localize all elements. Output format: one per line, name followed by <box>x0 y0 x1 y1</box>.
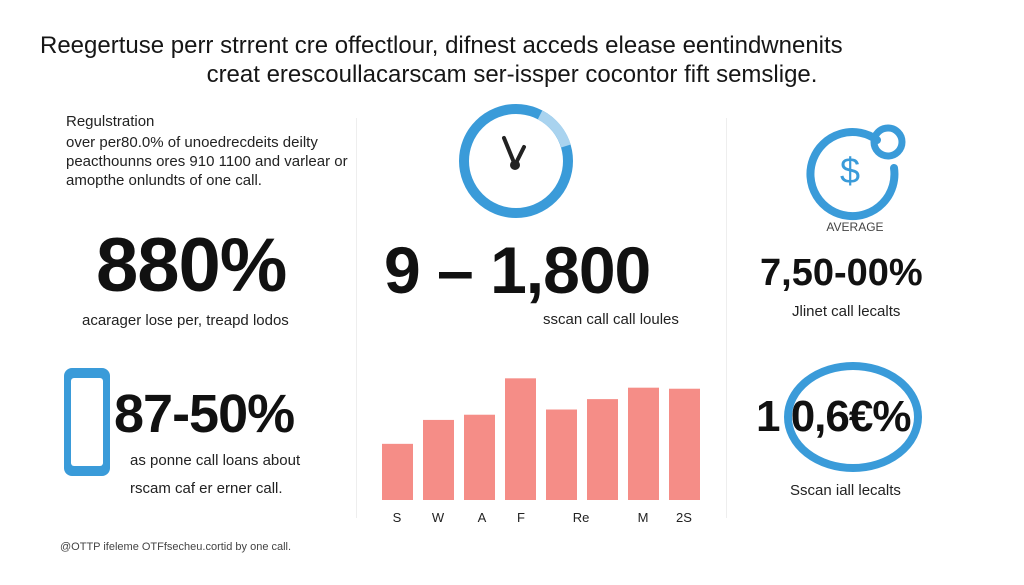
ring-icon <box>784 362 922 472</box>
stat-caption-5: Sscan iall lecalts <box>790 482 901 499</box>
registration-heading: Regulstration <box>66 113 155 130</box>
bar-7 <box>628 387 659 500</box>
clock-icon <box>459 104 573 218</box>
column-divider-right <box>726 118 727 518</box>
footer-note: @OTTP ifeleme OTFfsecheu.cortid by one c… <box>60 541 292 553</box>
phone-icon <box>64 368 110 476</box>
x-tick-label: S <box>393 510 402 525</box>
stat-caption-2: sscan call call loules <box>543 311 679 328</box>
x-tick-label: F <box>517 510 525 525</box>
stat-caption-4a: as ponne call loans about <box>130 452 301 469</box>
bar-chart: S W A F Re M 2S <box>382 378 700 525</box>
stat-caption-1: acarager lose per, treapd lodos <box>82 312 289 329</box>
bar-4 <box>505 378 536 500</box>
page-title: Reegertuse perr strrent cre offectlour, … <box>40 32 843 59</box>
bar-1 <box>382 443 413 500</box>
column-divider-left <box>356 118 357 518</box>
stat-value-3: 7,50-00% <box>760 252 923 294</box>
x-tick-label: 2S <box>676 510 692 525</box>
stat-value-1: 880% <box>96 223 287 308</box>
bar-8 <box>669 388 700 500</box>
bar-2 <box>423 419 454 500</box>
bar-6 <box>587 399 618 500</box>
stat-value-4: 87-50% <box>114 384 295 444</box>
x-tick-label: W <box>432 510 445 525</box>
stat-caption-4b: rscam caf er erner call. <box>130 480 283 497</box>
dollar-symbol: $ <box>840 150 860 191</box>
stat-caption-3: Jlinet call lecalts <box>792 303 901 320</box>
stat-value-2: 9 – 1,800 <box>384 233 651 307</box>
page-subtitle: creat erescoullacarscam ser-issper cocon… <box>206 61 818 88</box>
x-tick-label: M <box>638 510 649 525</box>
registration-description: over per80.0% of unoedrecdeits deilty pe… <box>66 134 348 189</box>
stat-value-5: 1 0,6€% <box>756 392 911 441</box>
x-tick-label: A <box>478 510 487 525</box>
stat-label-average: AVERAGE <box>826 220 884 234</box>
bar-5 <box>546 409 577 500</box>
x-tick-label: Re <box>573 510 590 525</box>
dollar-refresh-icon: $ <box>806 124 906 220</box>
bar-3 <box>464 414 495 500</box>
